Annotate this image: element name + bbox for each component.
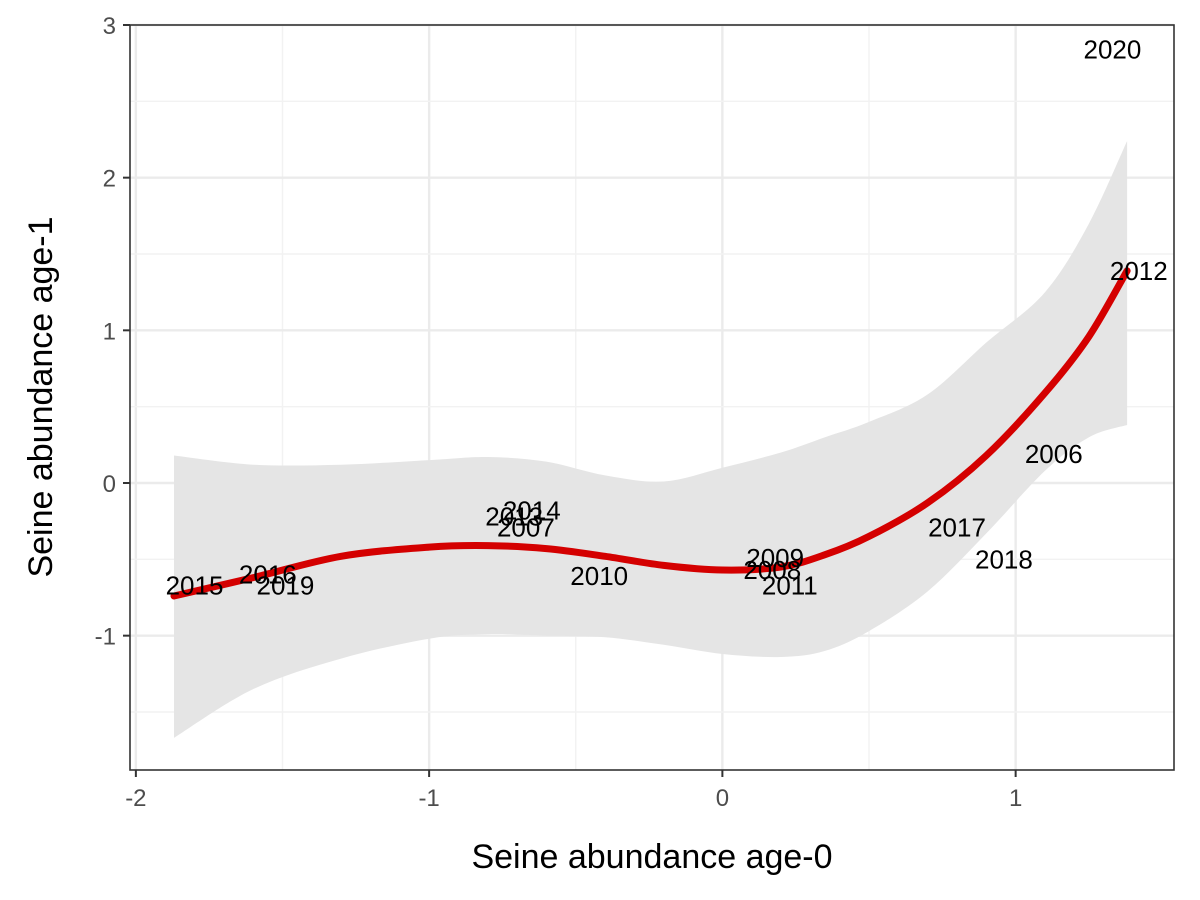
y-tick-label: 2 [103,166,116,193]
x-tick-label: -1 [418,785,439,812]
point-label-2016: 2016 [239,560,297,590]
point-label-2008: 2008 [743,555,801,585]
point-label-2019: 2019 [257,570,315,600]
y-tick-label: 3 [103,13,116,40]
point-label-2009: 2009 [746,543,804,573]
point-label-2013: 2013 [485,502,543,532]
point-label-2010: 2010 [570,561,628,591]
point-label-2015: 2015 [166,570,224,600]
axes: -2 -1 0 1 -1 0 1 2 3 [95,13,1023,812]
point-label-2012: 2012 [1110,256,1168,286]
x-axis-title: Seine abundance age-0 [471,838,832,876]
point-label-2006: 2006 [1025,439,1083,469]
x-tick-label: -2 [125,785,146,812]
point-label-2020: 2020 [1083,34,1141,64]
y-tick-label: 1 [103,318,116,345]
point-label-2017: 2017 [928,512,986,542]
point-label-2014: 2014 [503,495,561,525]
point-label-2011: 2011 [762,570,818,600]
panel-border [129,24,1175,771]
y-axis-title: Seine abundance age-1 [22,216,60,577]
confidence-band [174,141,1128,738]
smooth-line [170,267,1131,600]
point-label-2018: 2018 [975,544,1033,574]
x-tick-label: 1 [1009,785,1022,812]
point-label-2007: 2007 [497,512,555,542]
y-tick-label: -1 [95,624,116,651]
y-tick-label: 0 [103,471,116,498]
x-tick-label: 0 [716,785,729,812]
